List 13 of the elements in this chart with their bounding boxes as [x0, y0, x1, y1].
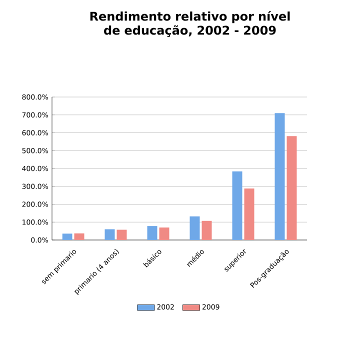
bar: [190, 216, 200, 240]
bar: [62, 234, 72, 240]
chart-title: Rendimento relativo por nível de educação, 2002 - 2009: [90, 11, 290, 37]
bar: [116, 230, 127, 240]
bar: [74, 233, 84, 240]
bar: [159, 227, 170, 240]
bar: [147, 226, 158, 240]
bar: [202, 220, 212, 240]
bar: [244, 188, 254, 240]
bar: [274, 113, 285, 240]
bar: [232, 171, 242, 240]
bar: [286, 136, 297, 240]
bar: [104, 229, 115, 240]
